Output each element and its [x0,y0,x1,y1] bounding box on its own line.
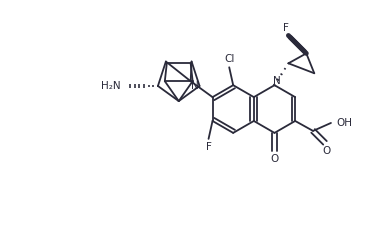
Text: OH: OH [337,118,353,128]
Text: N: N [191,81,198,91]
Text: H₂N: H₂N [100,81,120,91]
Text: O: O [270,154,279,164]
Text: N: N [273,76,280,86]
Text: F: F [206,142,212,152]
Text: Cl: Cl [224,54,234,64]
Text: F: F [283,23,290,33]
Text: O: O [323,146,331,156]
